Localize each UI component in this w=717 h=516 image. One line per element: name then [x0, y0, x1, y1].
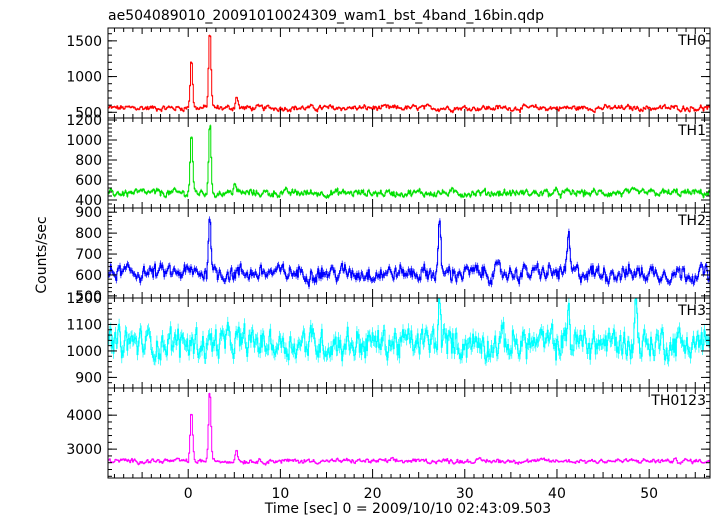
panel-label-th0123: TH0123 — [650, 393, 706, 409]
y-tick-label: 1000 — [66, 70, 102, 86]
series-error-bars-th0 — [108, 34, 710, 114]
panel-label-th2: TH2 — [677, 213, 706, 229]
series-error-bars-th0123 — [108, 392, 710, 466]
series-error-bars-th1 — [108, 124, 710, 199]
x-tick-label: 10 — [271, 486, 289, 502]
x-tick-label: 40 — [548, 486, 566, 502]
y-tick-label: 4000 — [66, 408, 102, 424]
panel-frame — [107, 27, 711, 119]
y-tick-label: 3000 — [66, 442, 102, 458]
panel-th3: 900 1000 1100 1200 TH3 — [66, 291, 711, 389]
y-tick-label: 500 — [75, 289, 102, 305]
series-line-th1 — [108, 125, 710, 199]
y-tick-label: 1200 — [66, 291, 102, 307]
panel-th1: 400 600 800 1000 1200 TH1 — [66, 113, 711, 209]
panel-label-th1: TH1 — [677, 123, 706, 139]
x-tick-label: 30 — [456, 486, 474, 502]
series-line-th2 — [108, 218, 710, 287]
x-tick-label: 20 — [364, 486, 382, 502]
y-tick-label: 1100 — [66, 317, 102, 333]
series-line-th3 — [108, 298, 710, 362]
y-tick-label: 1200 — [66, 113, 102, 129]
x-tick-label: 50 — [640, 486, 658, 502]
y-axis-label: Counts/sec — [34, 216, 50, 293]
x-axis-label: Time [sec] 0 = 2009/10/10 02:43:09.503 — [264, 501, 551, 516]
panel-th0123: 3000 4000 TH0123 — [66, 387, 711, 479]
y-tick-label: 600 — [75, 173, 102, 189]
y-tick-label: 700 — [75, 247, 102, 263]
y-tick-label: 900 — [75, 370, 102, 386]
chart-title: ae504089010_20091010024309_wam1_bst_4ban… — [108, 8, 544, 24]
y-tick-label: 800 — [75, 226, 102, 242]
y-tick-label: 600 — [75, 268, 102, 284]
x-tick-label: 0 — [184, 486, 193, 502]
y-tick-label: 500 — [75, 105, 102, 121]
panel-label-th3: TH3 — [677, 303, 706, 319]
series-line-th0123 — [108, 393, 710, 466]
y-tick-label: 1500 — [66, 34, 102, 50]
y-tick-label: 400 — [75, 193, 102, 209]
series-line-th0 — [108, 35, 710, 113]
panel-th2: 500 600 700 800 900 TH2 — [75, 205, 711, 305]
y-tick-label: 800 — [75, 153, 102, 169]
y-tick-label: 1000 — [66, 133, 102, 149]
panel-frame — [107, 387, 711, 479]
y-tick-label: 1000 — [66, 344, 102, 360]
panel-th0: 500 1000 1500 TH0 — [66, 27, 711, 121]
panel-frame — [107, 207, 711, 299]
y-tick-label: 900 — [75, 205, 102, 221]
panel-label-th0: TH0 — [677, 33, 706, 49]
